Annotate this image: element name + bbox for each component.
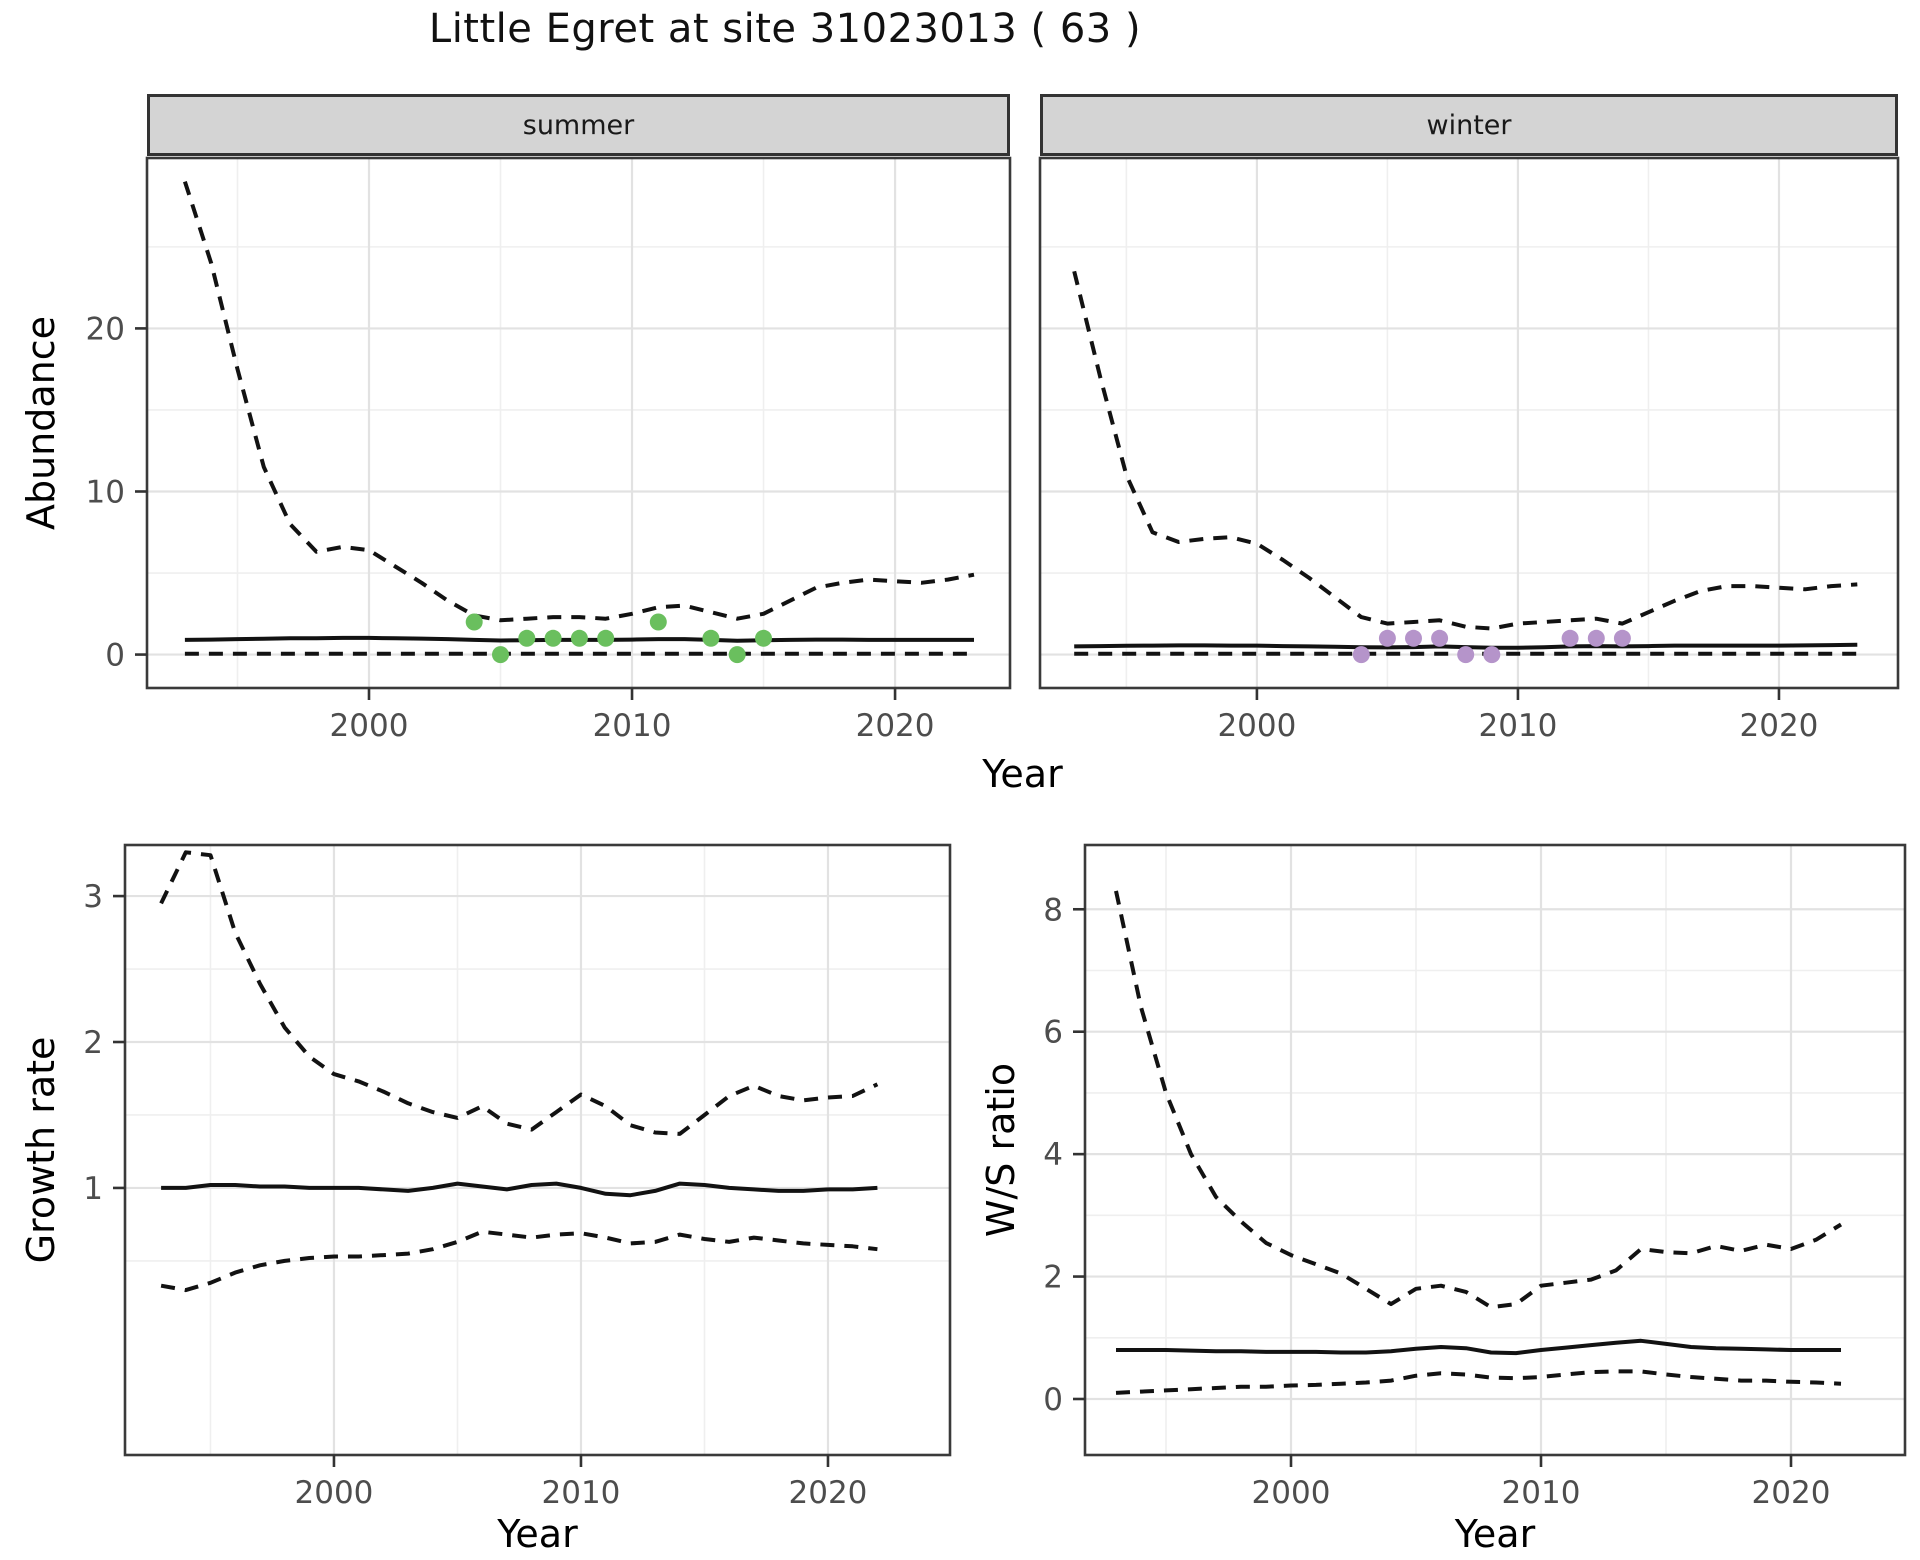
observed-point [518, 629, 536, 647]
x-axis-ticks: 2000 2010 2020 [1217, 688, 1818, 744]
upper-95-ci-line [182, 180, 975, 623]
plot-panel: 2000 2010 2020 0 2 4 6 8 [1043, 843, 1907, 1511]
abundance-winter-chart: 2000 2010 2020 [1038, 156, 1900, 744]
observed-point [597, 629, 615, 647]
gridlines-major [1085, 845, 1905, 1455]
x-tick-label: 2010 [593, 708, 672, 744]
growth-rate-chart: 2000 2010 2020 1 2 3 [83, 843, 952, 1511]
x-tick-label: 2000 [1252, 1475, 1331, 1511]
y-axis-ticks: 0 2 4 6 8 [1043, 892, 1085, 1418]
observed-point [544, 629, 562, 647]
observed-point [1587, 629, 1605, 647]
lower-95-ci-line [160, 1229, 878, 1293]
median-line [1116, 1338, 1841, 1356]
x-tick-label: 2020 [856, 708, 935, 744]
observed-point [1405, 629, 1422, 647]
x-tick-label: 2010 [1502, 1475, 1581, 1511]
x-tick-label: 2000 [1217, 708, 1296, 744]
y-tick-label: 4 [1043, 1137, 1063, 1173]
x-axis-ticks: 2000 2010 2020 [1252, 1455, 1831, 1511]
observed-point [1457, 646, 1475, 664]
x-axis-ticks: 2000 2010 2020 [330, 688, 935, 744]
x-axis-title-growth-year: Year [497, 1512, 578, 1556]
facet-strip-summer-label: summer [522, 109, 635, 141]
x-axis-title-ws-year: Year [1454, 1512, 1536, 1556]
page-title: Little Egret at site 31023013 ( 63 ) [428, 6, 1142, 52]
observed-point [492, 646, 509, 664]
gridlines-minor [147, 158, 1010, 688]
observed-point [570, 629, 588, 647]
facet-strip-winter-label: winter [1426, 109, 1512, 141]
observed-point [1483, 646, 1501, 664]
x-tick-label: 2020 [789, 1475, 868, 1511]
facet-strip-summer: summer [147, 94, 1010, 156]
y-axis-ticks: 0 10 20 [86, 311, 147, 674]
gridlines-major [125, 845, 950, 1455]
panel-background [1085, 845, 1905, 1455]
plot-panel: 2000 2010 2020 0 10 20 [86, 156, 1012, 744]
x-tick-label: 2020 [1740, 708, 1819, 744]
upper-95-ci-line [1114, 890, 1843, 1310]
y-axis-ticks: 1 2 3 [83, 879, 125, 1207]
y-axis-title-abundance: Abundance [19, 315, 63, 531]
gridlines-major [147, 158, 1010, 688]
y-tick-label: 0 [1043, 1382, 1063, 1418]
observed-point [728, 646, 746, 664]
plot-panel: 2000 2010 2020 1 2 3 [83, 843, 952, 1511]
panel-background [125, 845, 950, 1455]
observed-point [755, 629, 772, 647]
observed-point [702, 629, 720, 647]
facet-strip-winter: winter [1040, 94, 1898, 156]
median-line [161, 1181, 878, 1198]
panel-background [147, 158, 1010, 688]
y-tick-label: 20 [86, 311, 125, 347]
plot-panel: 2000 2010 2020 [1038, 156, 1900, 744]
gridlines-minor [1040, 158, 1898, 688]
y-tick-label: 2 [1043, 1260, 1063, 1296]
observed-points [1352, 629, 1631, 664]
gridlines-minor [125, 845, 950, 1455]
x-axis-title-top-year: Year [982, 752, 1063, 796]
observed-point [1378, 629, 1396, 647]
gridlines-minor [1085, 845, 1905, 1455]
x-axis-ticks: 2000 2010 2020 [295, 1455, 868, 1511]
observed-points [465, 613, 772, 664]
y-tick-label: 1 [83, 1171, 103, 1207]
x-tick-label: 2000 [330, 708, 409, 744]
x-tick-label: 2010 [1478, 708, 1557, 744]
observed-point [1613, 629, 1631, 647]
x-tick-label: 2010 [542, 1475, 621, 1511]
lower-95-ci-line [1115, 1369, 1842, 1395]
observed-point [1352, 646, 1370, 664]
panel-border [1083, 843, 1907, 1457]
panel-background [1040, 158, 1898, 688]
y-tick-label: 0 [105, 638, 125, 674]
ws-ratio-chart: 2000 2010 2020 0 2 4 6 8 [1043, 843, 1907, 1511]
observed-point [1561, 629, 1579, 647]
abundance-summer-chart: 2000 2010 2020 0 10 20 [86, 156, 1012, 744]
upper-95-ci-line [159, 850, 879, 1136]
panel-border [145, 156, 1012, 690]
x-tick-label: 2000 [295, 1475, 374, 1511]
observed-point [465, 613, 483, 631]
y-tick-label: 8 [1043, 892, 1063, 928]
y-tick-label: 10 [86, 474, 125, 510]
panel-border [1038, 156, 1900, 690]
y-tick-label: 6 [1043, 1015, 1063, 1051]
y-tick-label: 3 [83, 879, 103, 915]
x-tick-label: 2020 [1752, 1475, 1831, 1511]
panel-border [123, 843, 952, 1457]
observed-point [1431, 629, 1449, 647]
y-tick-label: 2 [83, 1025, 103, 1061]
observed-point [649, 613, 667, 631]
